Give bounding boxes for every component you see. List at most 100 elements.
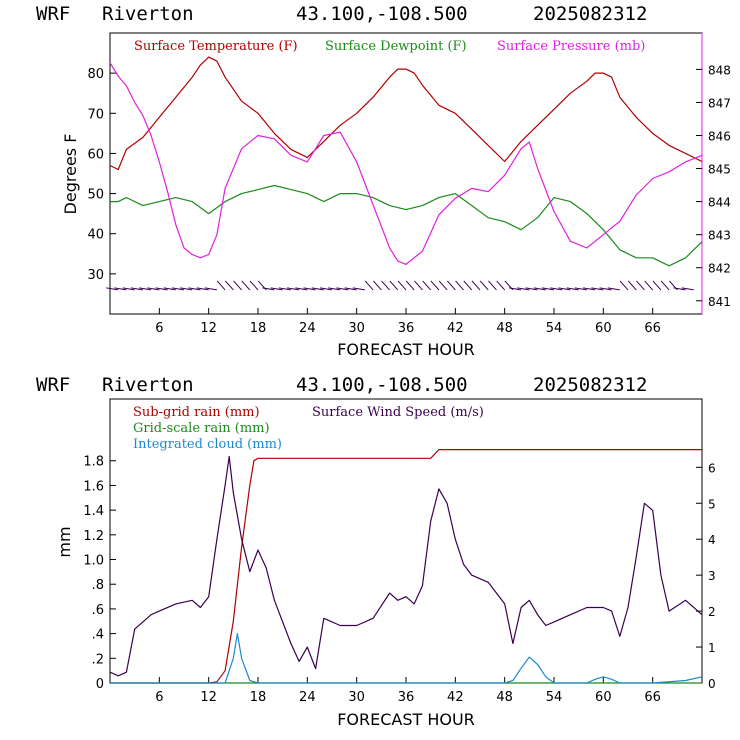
wind-barb (541, 287, 555, 291)
wind-barb (249, 280, 259, 291)
surface-wind-speed-line (109, 455, 703, 677)
bottom-y-tick-label: .6 (92, 603, 104, 618)
top-plot-frame (109, 32, 703, 315)
wind-barb (171, 287, 185, 291)
top-y2-tick-label: 841 (708, 295, 731, 309)
sub-grid-rain-line (110, 449, 702, 684)
top-header-run: 2025082312 (533, 3, 647, 25)
bottom-y2-ticks: 0 1 2 3 4 5 6 (696, 461, 716, 691)
top-y-tick-label: 30 (87, 268, 104, 283)
wind-barb (241, 280, 251, 291)
top-x-tick-label: 66 (644, 321, 661, 336)
bottom-x-tick-label: 54 (546, 690, 563, 705)
wind-barb (607, 287, 620, 291)
wind-barb (196, 287, 209, 291)
wind-barb (681, 287, 694, 291)
top-x-tick-label: 12 (200, 321, 217, 336)
legend-surface-temperature: Surface Temperature (F) (134, 39, 298, 54)
top-x-ticks: 6 12 18 24 30 36 42 48 54 60 66 (155, 308, 661, 336)
bottom-x-tick-label: 6 (155, 690, 163, 705)
wind-barb (216, 280, 226, 291)
bottom-x-tick-label: 60 (595, 690, 612, 705)
bottom-header-coords: 43.100,-108.500 (296, 374, 468, 396)
wind-barb (619, 280, 629, 291)
legend-surface-wind-speed: Surface Wind Speed (m/s) (312, 405, 484, 420)
wind-barb (414, 280, 423, 291)
wind-barb (106, 287, 119, 291)
top-x-tick-label: 30 (348, 321, 365, 336)
wind-barb (352, 287, 365, 291)
bottom-y2-tick-label: 1 (708, 641, 716, 655)
bottom-x-tick-label: 24 (299, 690, 316, 705)
bottom-legend: Sub-grid rain (mm) Grid-scale rain (mm) … (133, 405, 484, 452)
top-y2-tick-label: 846 (708, 129, 731, 143)
legend-integrated-cloud: Integrated cloud (mm) (133, 437, 282, 452)
wind-barb (204, 287, 217, 291)
bottom-y-tick-label: .8 (92, 578, 104, 593)
wind-barb (558, 287, 571, 291)
wind-barb (446, 280, 456, 291)
legend-surface-pressure: Surface Pressure (mb) (497, 39, 645, 54)
bottom-y-tick-label: 1.4 (83, 504, 104, 519)
wind-barb (139, 287, 152, 291)
wind-barb (319, 287, 333, 291)
top-x-tick-label: 60 (595, 321, 612, 336)
bottom-x-tick-label: 36 (398, 690, 415, 705)
wind-barb (471, 280, 481, 291)
wind-barb (155, 287, 168, 291)
top-x-tick-label: 24 (299, 321, 316, 336)
wind-barb (517, 287, 530, 291)
wind-barb (673, 287, 686, 291)
top-panel-header: WRF Riverton 43.100,-108.500 2025082312 (36, 3, 647, 25)
top-y-axis-label: Degrees F (61, 134, 80, 215)
wind-barb (344, 287, 357, 291)
wind-barb (591, 287, 604, 291)
top-series (109, 56, 703, 267)
wind-barb (287, 287, 300, 291)
top-y2-tick-label: 844 (708, 196, 731, 210)
integrated-cloud-line (110, 632, 703, 684)
legend-surface-dewpoint: Surface Dewpoint (F) (325, 39, 467, 54)
wind-barb (389, 280, 399, 291)
surface-temperature-line (109, 56, 703, 171)
wind-barb (509, 287, 522, 291)
wind-barb (114, 287, 127, 291)
bottom-y-tick-label: .4 (92, 628, 104, 643)
wind-barb (488, 280, 497, 291)
top-y-tick-label: 50 (87, 188, 104, 203)
bottom-panel-header: WRF Riverton 43.100,-108.500 2025082312 (36, 374, 647, 396)
wind-barb (463, 280, 473, 291)
wind-barb (430, 280, 440, 291)
bottom-y-tick-label: .2 (92, 652, 104, 667)
wind-barb (422, 280, 432, 291)
wind-barb (262, 287, 275, 291)
wind-barb (397, 280, 407, 291)
top-y2-tick-label: 843 (708, 229, 731, 243)
wind-barb (550, 287, 563, 291)
wind-barb (180, 287, 193, 291)
bottom-y-tick-label: 1.8 (83, 455, 104, 470)
wind-barb (311, 287, 324, 291)
wind-barb (224, 280, 234, 291)
top-x-tick-label: 36 (398, 321, 415, 336)
top-y-ticks: 30 40 50 60 70 80 (87, 67, 116, 283)
top-y-tick-label: 80 (87, 67, 104, 82)
bottom-y2-tick-label: 3 (708, 569, 716, 583)
bottom-header-site: Riverton (102, 374, 194, 396)
top-legend: Surface Temperature (F) Surface Dewpoint… (134, 39, 645, 54)
bottom-series (109, 449, 703, 684)
wind-barb (660, 280, 670, 291)
wind-barb (652, 280, 662, 291)
surface-dewpoint-line (110, 184, 703, 267)
wind-barb (525, 287, 538, 291)
top-x-axis-label: FORECAST HOUR (337, 340, 475, 359)
wind-barb (479, 280, 489, 291)
bottom-y-tick-label: 1.2 (83, 529, 104, 544)
bottom-x-tick-label: 18 (250, 690, 267, 705)
bottom-y2-tick-label: 6 (708, 461, 716, 475)
wind-barb (364, 280, 374, 291)
bottom-y2-tick-label: 4 (708, 533, 716, 547)
top-x-tick-label: 54 (546, 321, 563, 336)
wind-barb (270, 287, 283, 291)
wind-barb (533, 287, 546, 291)
